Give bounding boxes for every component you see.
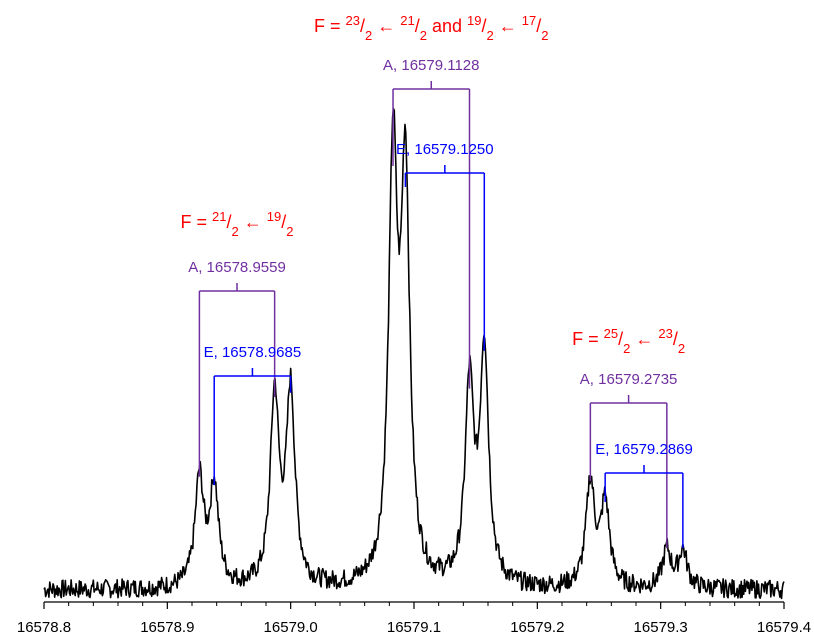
fraction-denominator: 2	[286, 224, 293, 239]
spectrum-line	[43, 107, 785, 600]
label-A-3: A, 16579.2735	[580, 371, 678, 388]
label-E-1: E, 16578.9685	[204, 344, 302, 361]
label-E-2: E, 16579.1250	[396, 141, 494, 158]
fraction-denominator: 2	[678, 341, 685, 356]
bracket-A-2	[392, 81, 471, 389]
bracket-E-3	[604, 465, 684, 549]
f-prefix: F =	[572, 329, 604, 349]
fraction-slash: /	[415, 16, 420, 36]
f-transition-label-2: F = 23/2 ← 21/2 and 19/2 ← 17/2	[314, 13, 548, 43]
label-A-2: A, 16579.1128	[383, 57, 479, 74]
bracket-E-1	[213, 368, 292, 486]
label-A-1: A, 16578.9559	[188, 259, 286, 276]
fraction-slash: /	[360, 16, 365, 36]
x-tick-label: 16579.4	[757, 619, 811, 636]
label-E-3: E, 16579.2869	[595, 441, 693, 458]
bracket-A-3	[589, 395, 668, 549]
fraction-slash: /	[227, 212, 232, 232]
x-tick-label: 16579.1	[387, 619, 441, 636]
fraction-slash: /	[673, 329, 678, 349]
fraction-denominator: 2	[365, 28, 372, 43]
fraction-numerator: 25	[604, 326, 618, 341]
f-transition-label-3: F = 25/2 ← 23/2	[572, 326, 685, 356]
x-tick-label: 16578.9	[140, 619, 194, 636]
f-and: and	[427, 16, 467, 36]
fraction-denominator: 2	[232, 224, 239, 239]
fraction-numerator: 19	[467, 13, 481, 28]
f-arrow: ←	[239, 212, 267, 232]
fraction-slash: /	[536, 16, 541, 36]
fraction-denominator: 2	[487, 28, 494, 43]
fraction-numerator: 19	[267, 209, 281, 224]
fraction-numerator: 21	[400, 13, 414, 28]
f-transition-label-1: F = 21/2 ← 19/2	[181, 209, 294, 239]
x-tick-label: 16579.3	[634, 619, 688, 636]
fraction-numerator: 23	[658, 326, 672, 341]
bracket-A-1	[198, 283, 276, 477]
f-arrow: ←	[630, 329, 658, 349]
fraction-slash: /	[281, 212, 286, 232]
x-tick-label: 16579.0	[264, 619, 318, 636]
spectrum-trace-layer	[43, 107, 785, 600]
fraction-denominator: 2	[541, 28, 548, 43]
f-arrow: ←	[494, 16, 522, 36]
f-arrow: ←	[372, 16, 400, 36]
fraction-denominator: 2	[420, 28, 427, 43]
x-tick-label: 16578.8	[17, 619, 71, 636]
bracket-E-2	[404, 165, 486, 351]
fraction-numerator: 23	[346, 13, 360, 28]
f-prefix: F =	[181, 212, 213, 232]
fraction-slash: /	[618, 329, 623, 349]
x-axis: 16578.8 16578.9 16579.0 16579.1 16579.2 16579…	[17, 601, 811, 636]
fraction-numerator: 21	[212, 209, 226, 224]
fraction-denominator: 2	[623, 341, 630, 356]
x-tick-label: 16579.2	[510, 619, 564, 636]
fraction-numerator: 17	[522, 13, 536, 28]
f-prefix: F =	[314, 16, 346, 36]
fraction-slash: /	[482, 16, 487, 36]
